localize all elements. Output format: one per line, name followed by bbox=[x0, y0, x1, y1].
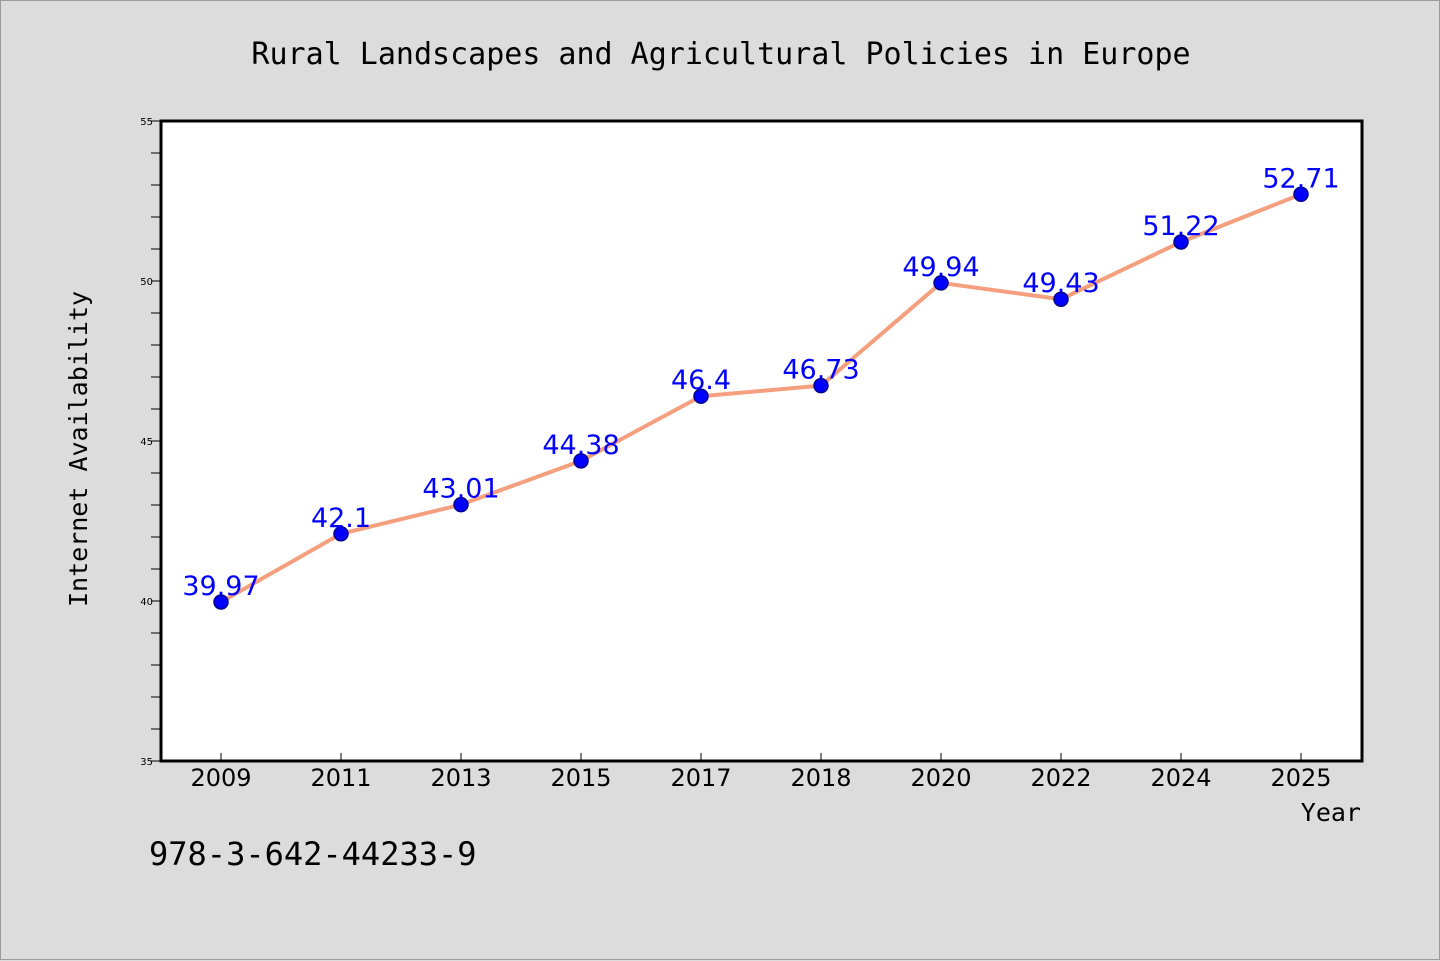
x-tick-label: 2025 bbox=[1270, 764, 1331, 792]
x-axis: 2009 2011 2013 2015 2017 2018 2020 2022 2024 2025 bbox=[190, 753, 1332, 792]
x-axis-label: Year bbox=[1301, 798, 1361, 827]
data-point bbox=[333, 526, 349, 542]
x-tick-label: 2011 bbox=[310, 764, 371, 792]
plot-area bbox=[159, 119, 1364, 763]
x-tick-label: 2024 bbox=[1150, 764, 1211, 792]
data-point bbox=[1293, 186, 1309, 203]
y-tick-label: 35 bbox=[140, 757, 153, 768]
y-tick-label: 45 bbox=[140, 437, 153, 448]
x-tick-label: 2015 bbox=[550, 764, 611, 792]
chart-title: Rural Landscapes and Agricultural Polici… bbox=[251, 37, 1190, 72]
data-label: 43.01 bbox=[422, 474, 499, 505]
data-label: 39.97 bbox=[182, 571, 259, 602]
x-tick-label: 2017 bbox=[670, 764, 731, 792]
data-label: 52.71 bbox=[1262, 163, 1339, 194]
isbn-footer: 978-3-642-44233-9 bbox=[149, 835, 477, 873]
y-tick-label: 50 bbox=[140, 277, 153, 288]
x-tick-label: 2009 bbox=[190, 764, 251, 792]
data-labels: 39.97 42.1 43.01 44.38 46.4 46.73 49.94 49.43 51… bbox=[182, 163, 1339, 602]
y-axis: 35 40 45 50 55 bbox=[140, 117, 161, 768]
series-line bbox=[219, 192, 1303, 604]
data-label: 49.43 bbox=[1022, 268, 1099, 299]
data-label: 46.73 bbox=[782, 355, 859, 386]
data-point bbox=[933, 275, 949, 291]
data-label: 44.38 bbox=[542, 430, 619, 461]
x-tick-label: 2013 bbox=[430, 764, 491, 792]
y-tick-label: 40 bbox=[140, 597, 153, 608]
data-point bbox=[1053, 291, 1069, 307]
data-label: 42.1 bbox=[311, 503, 371, 534]
x-tick-label: 2022 bbox=[1030, 764, 1091, 792]
data-label: 49.94 bbox=[902, 252, 979, 283]
data-point bbox=[1173, 234, 1189, 250]
x-tick-label: 2020 bbox=[910, 764, 971, 792]
data-label: 51.22 bbox=[1142, 211, 1219, 242]
series-markers bbox=[213, 186, 1309, 610]
data-label: 46.4 bbox=[671, 365, 731, 396]
y-axis-label: Internet Availability bbox=[64, 291, 93, 607]
x-tick-label: 2018 bbox=[790, 764, 851, 792]
data-point bbox=[813, 377, 829, 394]
data-point bbox=[453, 496, 469, 513]
data-point bbox=[573, 453, 589, 469]
data-point bbox=[213, 594, 229, 610]
data-point bbox=[693, 388, 709, 404]
y-tick-label: 55 bbox=[140, 117, 153, 128]
